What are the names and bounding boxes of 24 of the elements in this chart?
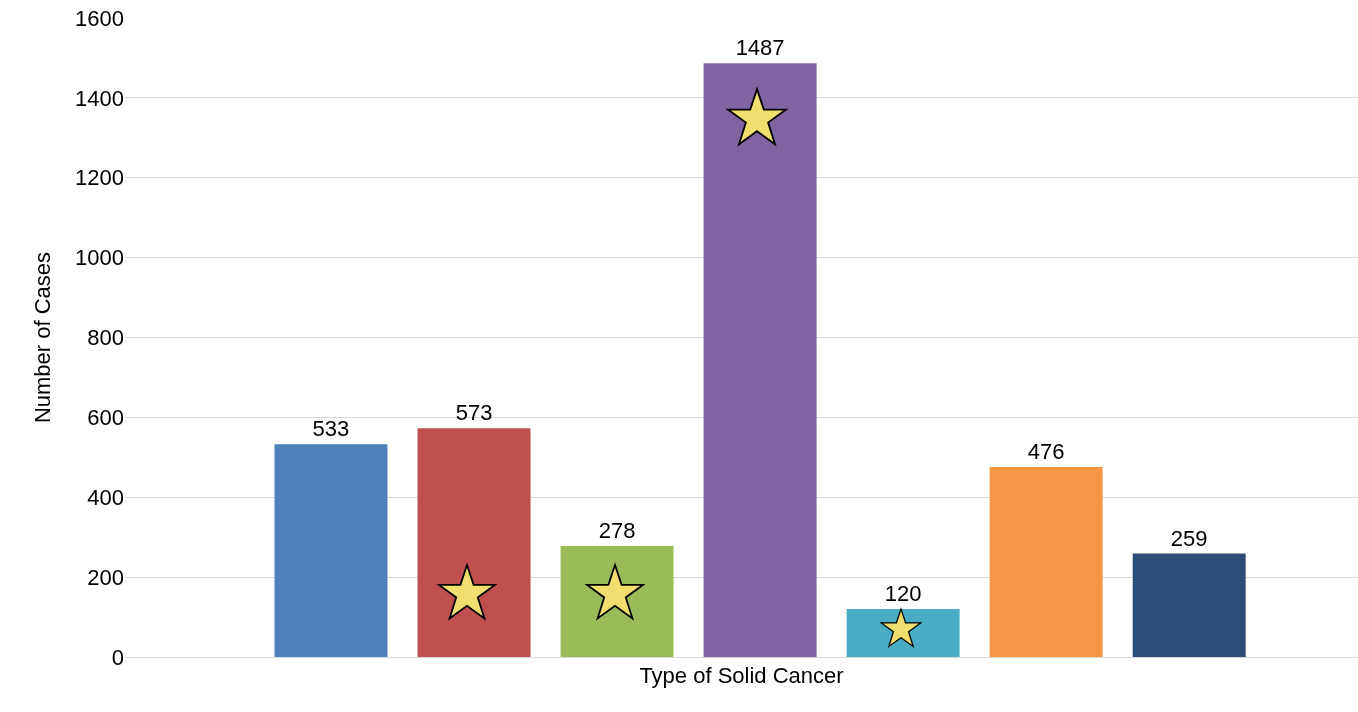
- data-label: 533: [312, 416, 350, 442]
- data-label: 259: [1170, 525, 1208, 551]
- data-label: 573: [455, 400, 493, 426]
- y-tick-label: 200: [87, 564, 124, 590]
- y-tick-label: 1000: [75, 245, 124, 271]
- bar: [1132, 553, 1246, 657]
- data-label: 1487: [735, 35, 785, 61]
- y-axis-title: Number of Cases: [29, 251, 55, 424]
- x-axis-title: Type of Solid Cancer: [639, 662, 844, 688]
- y-tick-label: 600: [87, 405, 124, 431]
- y-tick-label: 800: [87, 325, 124, 351]
- data-label: 476: [1027, 438, 1065, 464]
- y-tick-label: 1400: [75, 85, 124, 111]
- data-label: 278: [598, 517, 636, 543]
- y-tick-label: 1600: [75, 5, 124, 31]
- bar: [703, 63, 817, 657]
- y-tick-label: 1200: [75, 165, 124, 191]
- bar: [417, 428, 531, 657]
- bar: [989, 466, 1103, 657]
- bar: [560, 545, 674, 657]
- bar: [274, 444, 388, 657]
- y-tick-label: 400: [87, 484, 124, 510]
- y-tick-label: 0: [111, 644, 124, 670]
- data-label: 120: [884, 581, 922, 607]
